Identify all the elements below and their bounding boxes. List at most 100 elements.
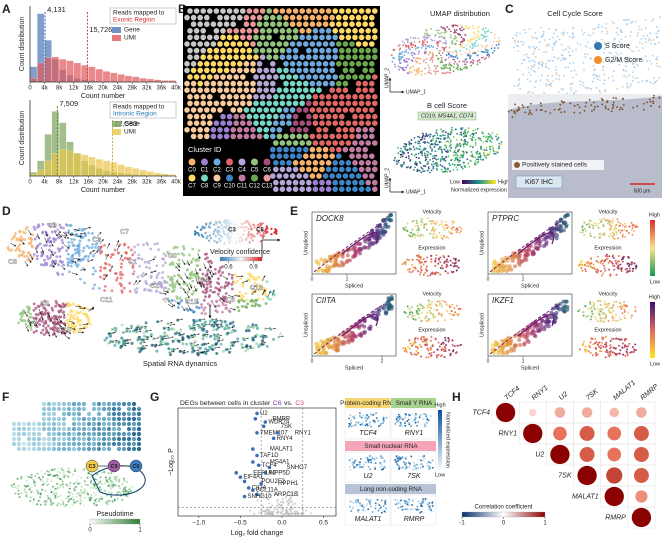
score-point (483, 151, 486, 154)
spot (237, 41, 243, 47)
spot (253, 120, 259, 126)
spot (362, 67, 369, 74)
score-point (446, 170, 449, 173)
velocity-arrow (106, 242, 110, 249)
legend-dot (226, 174, 233, 182)
umap-point (428, 66, 430, 69)
umap-point (429, 59, 432, 61)
spot (230, 87, 236, 93)
confidence-cell (258, 231, 261, 234)
umap-point (427, 64, 430, 67)
velocity-cell (19, 317, 23, 321)
spot (365, 28, 372, 34)
spot (319, 8, 325, 14)
score-point (457, 161, 460, 163)
thumb-cell (613, 237, 616, 240)
velocity-cell (238, 290, 242, 294)
velocity-cell (176, 306, 180, 309)
thumb-cell (424, 271, 427, 274)
histogram-bar (88, 66, 96, 83)
velocity-arrow (182, 287, 187, 294)
velocity-cell (188, 253, 191, 257)
thumb-cell (447, 225, 450, 228)
cycle-spot (592, 64, 595, 67)
velocity-cell (58, 255, 62, 259)
background-point (296, 494, 299, 497)
spot (339, 120, 345, 126)
cycle-spot (535, 46, 538, 49)
umap-y-label: UMAP_2 (384, 168, 390, 188)
velocity-arrow (88, 307, 95, 311)
spatial-cell (212, 324, 216, 328)
velocity-arrow (209, 271, 213, 278)
cycle-spot (527, 66, 530, 69)
thumb-cell (418, 255, 421, 258)
thumb-cell (442, 225, 445, 228)
velocity-cell (175, 295, 179, 299)
cycle-spot (555, 69, 557, 71)
umap-point (408, 72, 411, 74)
velocity-arrow (57, 232, 63, 238)
thumb-cell (406, 258, 409, 261)
score-point (487, 132, 490, 135)
spatial-cell (205, 334, 209, 338)
spot (296, 14, 303, 21)
umap-point (406, 60, 409, 63)
thumb-cell (416, 254, 419, 257)
spot (309, 153, 316, 159)
score-point (436, 165, 439, 168)
velocity-arrow (20, 239, 25, 245)
score-point (443, 159, 445, 161)
spot (289, 67, 296, 74)
umap-point (441, 71, 444, 74)
thumb-cell (592, 263, 595, 266)
confidence-cell (253, 226, 256, 229)
thumb-cell (593, 266, 596, 269)
spot (325, 120, 332, 126)
score-point (492, 150, 495, 153)
umap-point (413, 68, 416, 71)
cycle-spot (517, 45, 520, 48)
thumb-cell (443, 261, 446, 264)
thumb-cell (608, 220, 611, 223)
cycle-spot (656, 56, 658, 59)
thumb-cell (439, 256, 442, 259)
cycle-spot (624, 19, 627, 22)
umap-point (418, 41, 421, 43)
velocity-cell (110, 253, 114, 257)
gene-point (267, 465, 272, 470)
cycle-spot (569, 54, 572, 57)
velocity-cell (70, 241, 74, 244)
velocity-arrow (173, 347, 179, 350)
thumb-cell (583, 264, 586, 267)
steady-state-curve (489, 221, 561, 273)
spot (352, 140, 358, 146)
spot (365, 100, 372, 107)
velocity-cell (248, 286, 252, 290)
velocity-arrow (167, 321, 173, 324)
umap-point (425, 58, 428, 60)
thumb-cell (425, 260, 428, 263)
spot (306, 94, 312, 100)
cycle-spot (602, 69, 604, 71)
score-point (410, 142, 413, 145)
umap-point (392, 49, 395, 51)
velocity-arrow (195, 278, 199, 285)
cycle-spot (560, 32, 563, 35)
cycle-spot (647, 68, 650, 70)
velocity-arrow (187, 304, 191, 311)
cycle-spot (531, 53, 534, 55)
cycle-spot (532, 45, 535, 48)
spot (230, 127, 236, 133)
velocity-arrow (161, 337, 168, 340)
spot (325, 34, 332, 41)
confidence-cell (206, 235, 209, 238)
velocity-arrow (270, 327, 276, 330)
velocity-cell (216, 292, 220, 296)
velocity-cell (42, 263, 46, 267)
stained-cell (540, 104, 543, 107)
thumb-cell (590, 223, 593, 226)
cycle-spot (637, 28, 640, 31)
background-point (277, 503, 280, 506)
spot (322, 107, 329, 113)
